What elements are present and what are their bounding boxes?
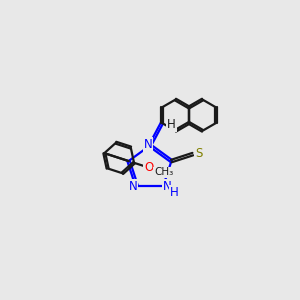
Text: S: S bbox=[195, 147, 203, 160]
Text: CH₃: CH₃ bbox=[154, 167, 173, 177]
Text: O: O bbox=[144, 161, 154, 174]
Text: N: N bbox=[129, 180, 137, 193]
Text: H: H bbox=[170, 186, 178, 199]
Text: H: H bbox=[167, 118, 176, 131]
Text: N: N bbox=[143, 138, 152, 151]
Text: N: N bbox=[163, 180, 171, 193]
